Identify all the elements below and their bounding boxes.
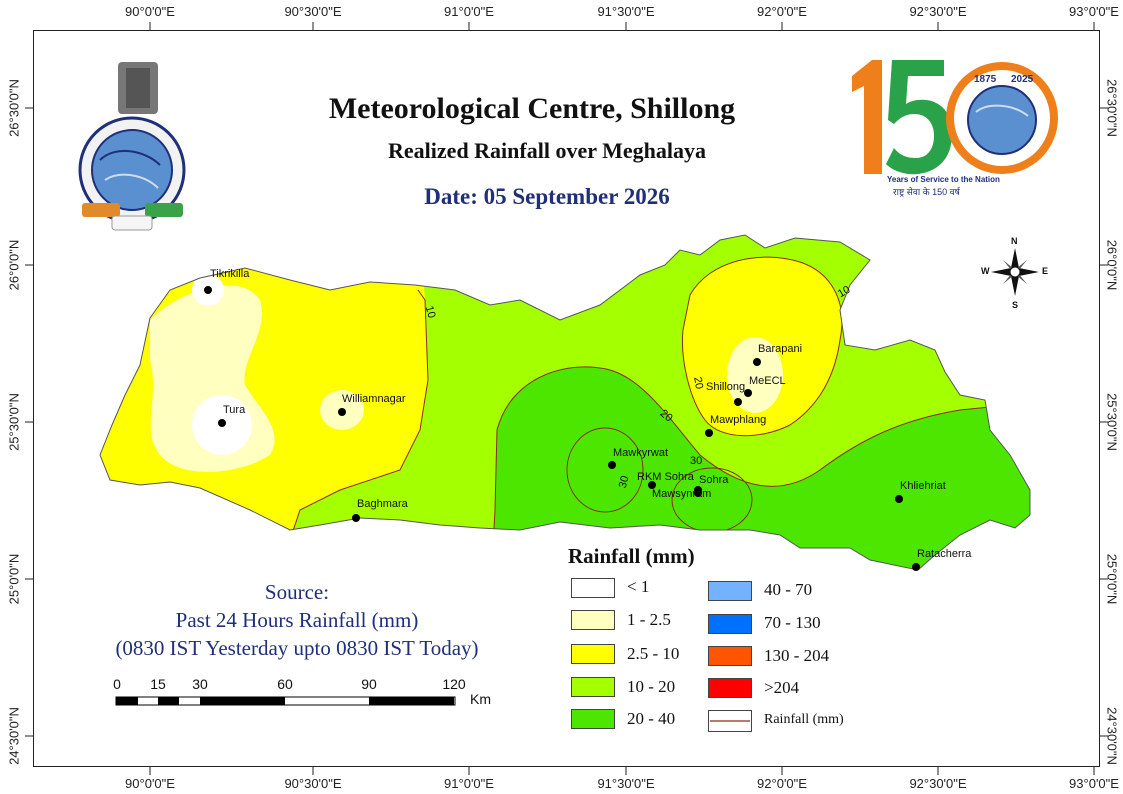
scale-tick: 120 [442, 676, 466, 692]
station-label: Tikrikilla [210, 268, 250, 280]
scale-tick: 0 [113, 676, 121, 692]
logo-year-start: 1875 [974, 74, 997, 85]
lon-tick-top: 90°30'0"E [284, 4, 342, 19]
lon-tick-bottom: 90°30'0"E [284, 776, 342, 791]
compass-north: N [1011, 236, 1018, 246]
source-period: (0830 IST Yesterday upto 0830 IST Today) [115, 636, 479, 660]
scale-unit: Km [470, 691, 491, 707]
lon-tick-top: 92°0'0"E [757, 4, 807, 19]
station-label: Mawphlang [710, 414, 767, 426]
page-subtitle: Realized Rainfall over Meghalaya [388, 138, 706, 163]
scale-tick: 30 [192, 676, 208, 692]
lon-tick-bottom: 90°0'0"E [125, 776, 175, 791]
station-label: Williamnagar [342, 393, 406, 405]
station-label: RKM Sohra [637, 471, 694, 483]
rainfall-contours [289, 256, 1030, 570]
station-label: Sohra [699, 474, 729, 486]
legend-label: >204 [764, 678, 800, 697]
legend-label: 40 - 70 [764, 580, 813, 599]
legend-swatch-1-2.5 [571, 610, 615, 630]
lon-tick-bottom: 92°30'0"E [909, 776, 967, 791]
logo-year-end: 2025 [1011, 74, 1034, 85]
legend-swatch-40-70 [708, 581, 752, 601]
page-title: Meteorological Centre, Shillong [328, 92, 736, 125]
legend-swatch-130-204 [708, 646, 752, 666]
legend-title: Rainfall (mm) [568, 544, 695, 568]
station-label: Mawsynram [652, 488, 712, 500]
source-heading: Source: [264, 580, 330, 604]
lon-tick-top: 91°0'0"E [444, 4, 494, 19]
station-label: Khliehriat [900, 480, 946, 492]
source-description: Past 24 Hours Rainfall (mm) [175, 608, 419, 632]
map-date: Date: 05 September 2026 [424, 184, 670, 209]
station-label: Mawkyrwat [613, 447, 669, 459]
station-label: Barapani [758, 343, 803, 355]
legend-label: 10 - 20 [627, 677, 676, 696]
legend-label: 1 - 2.5 [627, 610, 671, 629]
logo-tagline: Years of Service to the Nation [887, 175, 1000, 184]
legend-swatch-gt204 [708, 678, 752, 698]
scale-tick: 15 [150, 676, 166, 692]
legend-swatch-lt1 [571, 578, 615, 598]
compass-rose [991, 248, 1039, 296]
lon-tick-top: 91°30'0"E [597, 4, 655, 19]
station-markers [204, 286, 920, 571]
legend-swatch-70-130 [708, 614, 752, 634]
imd-emblem [78, 62, 186, 231]
legend-label: 70 - 130 [764, 613, 821, 632]
legend-swatch-10-20 [571, 677, 615, 697]
legend-line-label: Rainfall (mm) [764, 712, 844, 727]
scale-tick: 60 [277, 676, 293, 692]
station-label: Baghmara [357, 498, 408, 510]
map-frame [33, 30, 1100, 767]
legend-label: 2.5 - 10 [627, 644, 680, 663]
compass-east: E [1042, 266, 1049, 276]
logo-tagline-hindi: राष्ट्र सेवा के 150 वर्ष [893, 187, 960, 197]
legend-label: 20 - 40 [627, 709, 676, 728]
scale-bar [115, 696, 456, 706]
scale-tick: 90 [361, 676, 377, 692]
logo-150: 1875 2025 [852, 60, 1058, 175]
lon-tick-top: 92°30'0"E [909, 4, 967, 19]
legend-label: < 1 [627, 577, 650, 596]
lon-tick-bottom: 92°0'0"E [757, 776, 807, 791]
legend-swatch-2.5-10 [571, 644, 615, 664]
lon-tick-top: 93°0'0"E [1069, 4, 1119, 19]
lon-tick-bottom: 91°30'0"E [597, 776, 655, 791]
station-label: Ratacherra [917, 548, 972, 560]
compass-west: W [981, 266, 990, 276]
contour-label: 20 [691, 375, 706, 391]
legend-label: 130 - 204 [764, 646, 830, 665]
lon-tick-top: 90°0'0"E [125, 4, 175, 19]
station-label: Tura [223, 404, 246, 416]
station-label: MeECL [749, 375, 786, 387]
graticule-ticks [25, 22, 1108, 775]
lon-tick-bottom: 93°0'0"E [1069, 776, 1119, 791]
legend-line-swatch [708, 710, 752, 732]
contour-label: 30 [690, 455, 703, 467]
legend-swatch-20-40 [571, 709, 615, 729]
station-label: Shillong [706, 381, 746, 393]
compass-south: S [1012, 300, 1019, 310]
lon-tick-bottom: 91°0'0"E [444, 776, 494, 791]
